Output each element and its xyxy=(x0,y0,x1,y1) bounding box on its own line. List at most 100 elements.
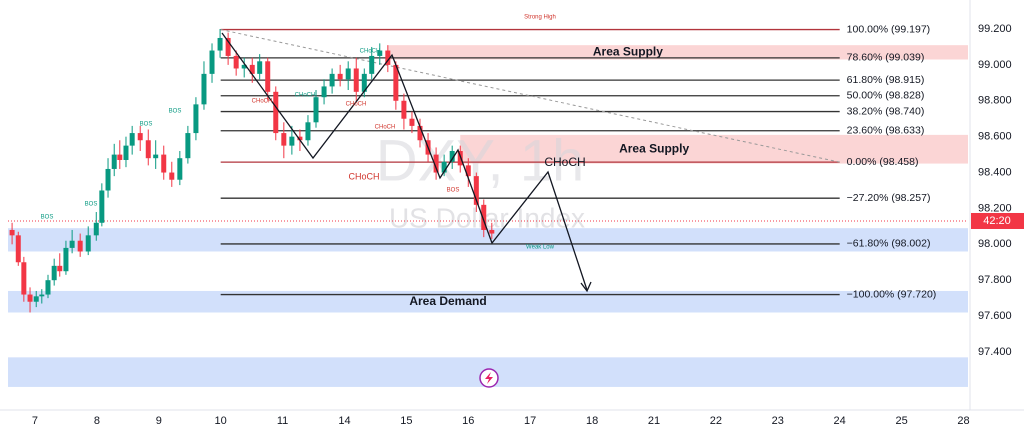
countdown: 42:20 xyxy=(983,215,1011,227)
candle-body xyxy=(465,165,471,177)
x-tick-label: 9 xyxy=(156,415,162,427)
candle-body xyxy=(153,154,159,159)
candle-body xyxy=(185,133,191,159)
x-tick-label: 16 xyxy=(462,415,474,427)
candle-body xyxy=(145,140,151,159)
zone xyxy=(8,228,968,252)
y-tick-label: 99.200 xyxy=(978,23,1012,35)
candle-body xyxy=(369,55,375,74)
fib-label: 50.00% (98.828) xyxy=(847,90,925,102)
y-tick-label: 97.800 xyxy=(978,274,1012,286)
candle-body xyxy=(201,73,207,105)
candle-body xyxy=(129,133,135,146)
candle-body xyxy=(15,235,21,263)
candle-body xyxy=(45,280,51,295)
annotation: BOS xyxy=(140,122,153,128)
candle-body xyxy=(281,133,287,146)
candle-body xyxy=(361,73,367,92)
y-tick-label: 97.400 xyxy=(978,346,1012,358)
annotation: CHoCH xyxy=(360,49,381,55)
candle-body xyxy=(85,235,91,252)
zone xyxy=(387,45,969,60)
fib-label: −61.80% (98.002) xyxy=(847,238,931,250)
x-tick-label: 25 xyxy=(895,415,907,427)
candle-body xyxy=(489,229,495,234)
x-tick-label: 10 xyxy=(215,415,227,427)
candle-body xyxy=(63,247,69,272)
candle-body xyxy=(417,125,423,141)
y-tick-label: 98.600 xyxy=(978,131,1012,143)
fib-label: 61.80% (98.915) xyxy=(847,74,925,86)
candle-body xyxy=(225,37,231,56)
candle-body xyxy=(401,100,407,119)
candle-body xyxy=(9,229,15,236)
annotation: BOS xyxy=(447,188,460,194)
y-tick-label: 99.000 xyxy=(978,59,1012,71)
candle-body xyxy=(161,154,167,173)
candle-body xyxy=(177,158,183,180)
x-tick-label: 28 xyxy=(957,415,969,427)
candle-body xyxy=(329,73,335,87)
y-tick-label: 98.000 xyxy=(978,238,1012,250)
candle-body xyxy=(289,136,295,146)
x-tick-label: 7 xyxy=(32,415,38,427)
x-tick-label: 18 xyxy=(586,415,598,427)
candle-body xyxy=(21,262,27,295)
annotation: Weak Low xyxy=(526,245,555,251)
y-tick-label: 97.600 xyxy=(978,310,1012,322)
fib-label: −100.00% (97.720) xyxy=(847,288,937,300)
y-tick-label: 98.800 xyxy=(978,95,1012,107)
candle-body xyxy=(69,240,75,248)
candle-body xyxy=(39,294,45,297)
zone-label: Area Demand xyxy=(409,294,486,308)
annotation: BOS xyxy=(169,109,182,115)
candle-body xyxy=(345,68,351,80)
annotation: CHoCH xyxy=(252,99,273,105)
countdown-box xyxy=(971,212,1024,229)
annotation: CHoCH xyxy=(544,155,585,169)
fib-label: −27.20% (98.257) xyxy=(847,192,931,204)
candle-body xyxy=(111,154,117,169)
candle-body xyxy=(51,265,57,281)
x-tick-label: 24 xyxy=(834,415,846,427)
candle-body xyxy=(117,154,123,160)
candle-body xyxy=(99,190,105,223)
candle-body xyxy=(457,151,463,166)
fib-label: 0.00% (98.458) xyxy=(847,156,919,168)
candle-body xyxy=(321,86,327,98)
annotation: Strong High xyxy=(524,15,556,21)
y-tick-label: 98.400 xyxy=(978,166,1012,178)
logo-icon[interactable] xyxy=(479,368,499,388)
candle-body xyxy=(123,145,129,160)
fib-label: 78.60% (99.039) xyxy=(847,52,925,64)
candle-body xyxy=(77,240,83,252)
watermark-title: DXY, 1h xyxy=(376,128,585,193)
annotation: CHoCH xyxy=(375,125,396,131)
x-tick-label: 15 xyxy=(400,415,412,427)
x-tick-label: 11 xyxy=(277,415,288,427)
candle-body xyxy=(193,104,199,134)
x-tick-label: 21 xyxy=(648,415,660,427)
fib-label: 38.20% (98.740) xyxy=(847,105,925,117)
candle-body xyxy=(409,118,415,126)
x-tick-label: 22 xyxy=(710,415,722,427)
candle-body xyxy=(433,154,439,173)
candle-body xyxy=(385,50,391,65)
candle-body xyxy=(57,265,63,272)
candle-body xyxy=(33,296,39,302)
zone-label: Area Supply xyxy=(593,45,663,59)
candle-body xyxy=(265,61,271,92)
candle-body xyxy=(27,294,33,302)
candle-body xyxy=(273,91,279,134)
annotation: CHoCH xyxy=(295,93,316,99)
zone-label: Area Supply xyxy=(619,141,689,155)
projection-path xyxy=(221,32,588,291)
annotation: BOS xyxy=(41,215,54,221)
candle-body xyxy=(377,50,383,56)
x-tick-label: 23 xyxy=(772,415,784,427)
candle-body xyxy=(249,64,255,74)
candle-body xyxy=(257,61,263,74)
candle-body xyxy=(353,68,359,92)
y-tick-label: 98.200 xyxy=(978,202,1012,214)
